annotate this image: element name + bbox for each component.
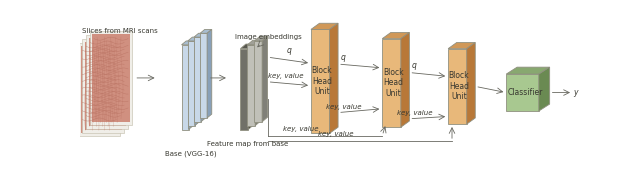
Polygon shape: [506, 74, 539, 111]
Polygon shape: [84, 42, 122, 130]
Text: key, value: key, value: [397, 110, 433, 116]
Text: q: q: [340, 53, 345, 62]
Text: Slices from MRI scans: Slices from MRI scans: [83, 28, 158, 34]
Polygon shape: [262, 36, 268, 122]
Text: Base (VGG-16): Base (VGG-16): [165, 150, 216, 157]
Polygon shape: [539, 67, 550, 111]
Text: q: q: [287, 46, 292, 55]
Polygon shape: [248, 45, 255, 126]
Polygon shape: [90, 31, 132, 125]
Text: key, value: key, value: [268, 73, 303, 79]
Polygon shape: [189, 41, 193, 130]
Polygon shape: [200, 33, 207, 118]
Polygon shape: [254, 41, 262, 122]
Text: key, value: key, value: [326, 104, 361, 110]
Polygon shape: [86, 35, 128, 129]
Polygon shape: [88, 38, 125, 126]
Polygon shape: [79, 43, 120, 136]
Polygon shape: [255, 40, 260, 126]
Polygon shape: [241, 44, 253, 49]
Text: Block
Head
Unit: Block Head Unit: [383, 68, 403, 98]
Text: Block
Head
Unit: Block Head Unit: [449, 71, 469, 101]
Polygon shape: [194, 37, 201, 122]
Polygon shape: [506, 67, 550, 74]
Polygon shape: [311, 23, 338, 30]
Polygon shape: [448, 43, 476, 49]
Text: Block
Head
Unit: Block Head Unit: [312, 66, 332, 96]
Text: key, value: key, value: [318, 131, 353, 137]
Text: Image embeddings: Image embeddings: [235, 34, 301, 40]
Polygon shape: [448, 49, 467, 124]
Text: key, value: key, value: [283, 126, 319, 132]
Polygon shape: [241, 49, 248, 130]
Polygon shape: [81, 46, 118, 133]
Polygon shape: [401, 33, 410, 127]
Polygon shape: [201, 33, 205, 122]
Polygon shape: [83, 39, 124, 133]
Polygon shape: [207, 30, 212, 118]
Polygon shape: [330, 23, 338, 133]
Text: q: q: [412, 61, 417, 70]
Polygon shape: [382, 33, 410, 39]
Polygon shape: [382, 39, 401, 127]
Text: Feature map from base: Feature map from base: [207, 141, 288, 147]
Polygon shape: [92, 34, 129, 122]
Polygon shape: [194, 33, 205, 37]
Polygon shape: [188, 41, 195, 126]
Polygon shape: [188, 37, 199, 41]
Text: Classifier: Classifier: [507, 88, 543, 97]
Text: y: y: [573, 88, 578, 97]
Polygon shape: [182, 45, 189, 130]
Polygon shape: [248, 44, 253, 130]
Polygon shape: [254, 36, 268, 41]
Polygon shape: [200, 30, 212, 33]
Polygon shape: [195, 37, 199, 126]
Polygon shape: [467, 43, 476, 124]
Polygon shape: [311, 30, 330, 133]
Polygon shape: [182, 41, 193, 45]
Polygon shape: [248, 40, 260, 45]
